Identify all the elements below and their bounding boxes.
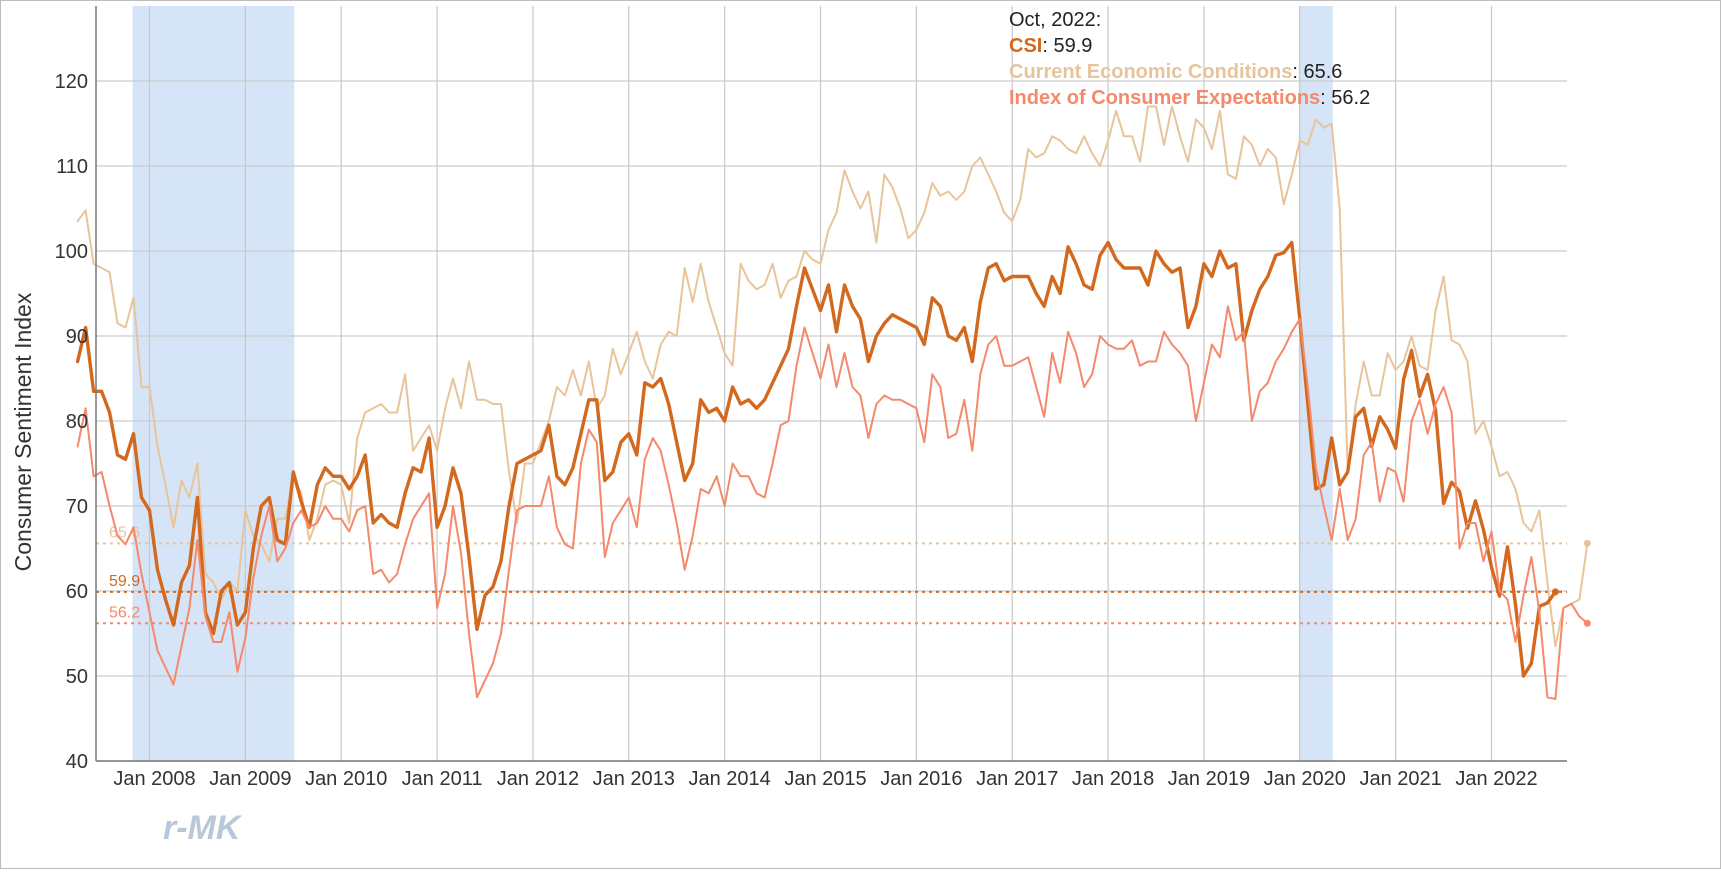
y-tick-label-60: 60 xyxy=(66,581,88,603)
x-tick-label-15: Jan 2022 xyxy=(1455,768,1537,790)
reference-label-2: 59.9 xyxy=(109,573,140,590)
x-tick-label-3: Jan 2010 xyxy=(305,768,387,790)
x-tick-label-8: Jan 2015 xyxy=(784,768,866,790)
tooltip-series-name: Current Economic Conditions xyxy=(1009,61,1292,83)
x-tick-label-2: Jan 2009 xyxy=(209,768,291,790)
y-tick-label-90: 90 xyxy=(66,326,88,348)
grid-lines xyxy=(96,6,1567,762)
x-tick-label-7: Jan 2014 xyxy=(688,768,770,790)
tooltip-entry-1: CSI: 59.9 xyxy=(1009,35,1092,57)
watermark-logo: r-MK xyxy=(163,809,243,847)
y-tick-label-50: 50 xyxy=(66,666,88,688)
series-endpoint-3 xyxy=(1583,619,1591,627)
y-tick-label-70: 70 xyxy=(66,496,88,518)
hover-tooltip: Oct, 2022: CSI: 59.9 Current Economic Con… xyxy=(1009,9,1370,109)
reference-lines: 65.659.956.2 xyxy=(96,524,1567,625)
tooltip-series-value: : 65.6 xyxy=(1292,61,1342,83)
x-tick-label-10: Jan 2017 xyxy=(976,768,1058,790)
series-endpoint-2 xyxy=(1551,588,1559,596)
tooltip-entry-2: Current Economic Conditions: 65.6 xyxy=(1009,61,1342,83)
y-tick-label-80: 80 xyxy=(66,411,88,433)
x-tick-label-5: Jan 2012 xyxy=(497,768,579,790)
series-endpoint-1 xyxy=(1583,539,1591,547)
tooltip-series-name: CSI xyxy=(1009,35,1042,57)
recession-bands xyxy=(132,6,1333,761)
tooltip-series-name: Index of Consumer Expectations xyxy=(1009,87,1320,109)
x-tick-label-14: Jan 2021 xyxy=(1359,768,1441,790)
x-tick-label-12: Jan 2019 xyxy=(1168,768,1250,790)
x-tick-label-1: Jan 2008 xyxy=(113,768,195,790)
series-line-2 xyxy=(75,240,1558,678)
x-tick-label-4: Jan 2011 xyxy=(402,768,483,790)
reference-label-3: 56.2 xyxy=(109,604,140,621)
x-tick-label-9: Jan 2016 xyxy=(880,768,962,790)
y-tick-label-110: 110 xyxy=(56,156,88,178)
tooltip-series-value: : 59.9 xyxy=(1042,35,1092,57)
y-tick-label-40: 40 xyxy=(66,751,88,773)
series-lines xyxy=(75,105,1591,700)
y-tick-label-100: 100 xyxy=(55,241,88,263)
series-line-3 xyxy=(76,305,1589,700)
y-tick-label-120: 120 xyxy=(55,71,88,93)
axes: 40 50 60 70 80 90 100 110 120 Jan 2008 Jan 2009 Jan… xyxy=(55,6,1567,790)
x-tick-label-11: Jan 2018 xyxy=(1072,768,1154,790)
tooltip-entry-3: Index of Consumer Expectations: 56.2 xyxy=(1009,87,1370,109)
x-tick-label-13: Jan 2020 xyxy=(1264,768,1346,790)
y-axis-title: Consumer Sentiment Index xyxy=(10,292,36,571)
series-line-1 xyxy=(76,105,1589,648)
tooltip-date: Oct, 2022: xyxy=(1009,9,1101,31)
tooltip-series-value: : 56.2 xyxy=(1320,87,1370,109)
x-tick-label-6: Jan 2013 xyxy=(593,768,675,790)
